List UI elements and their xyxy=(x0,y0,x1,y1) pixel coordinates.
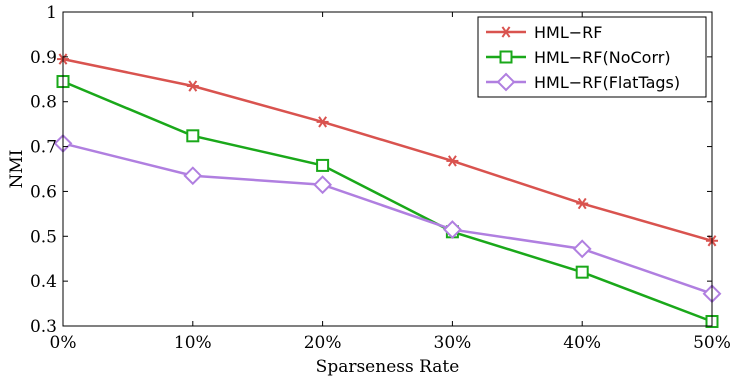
x-tick-label: 50% xyxy=(693,333,731,353)
x-tick-label: 0% xyxy=(50,333,77,353)
series-2 xyxy=(53,134,722,304)
x-tick-label: 10% xyxy=(174,333,212,353)
y-tick-label: 0.3 xyxy=(30,317,57,337)
series-line xyxy=(62,80,713,323)
y-tick-label: 0.8 xyxy=(30,93,57,113)
data-point xyxy=(313,175,333,195)
y-tick-label: 1 xyxy=(46,3,57,23)
plot-frame xyxy=(62,11,713,327)
data-point xyxy=(316,158,330,172)
ticks-layer: 0.30.40.50.60.70.80.910% 10% 20% 30% 40% 50% xyxy=(30,3,731,353)
y-tick-label: 0.4 xyxy=(30,272,57,292)
y-tick-label: 0.9 xyxy=(30,48,57,68)
legend-marker xyxy=(496,72,516,92)
data-point xyxy=(576,197,589,210)
x-tick-label: 30% xyxy=(434,333,472,353)
y-tick-label: 0.7 xyxy=(30,138,57,158)
legend-item: HML−RF(FlatTags) xyxy=(486,72,680,92)
series-layer xyxy=(53,53,722,329)
series-line xyxy=(62,142,713,295)
data-point xyxy=(186,80,199,92)
legend-item: HML−RF xyxy=(486,23,602,42)
y-tick-label: 0.6 xyxy=(30,182,57,202)
data-point xyxy=(316,116,329,128)
legend: HML−RF HML−RF(NoCorr) HML−RF(FlatTags) xyxy=(477,16,707,98)
data-point xyxy=(186,129,200,143)
legend-marker xyxy=(499,50,513,64)
data-point xyxy=(572,239,592,259)
legend-item: HML−RF(NoCorr) xyxy=(486,48,671,67)
legend-label: HML−RF xyxy=(534,23,602,42)
series-line xyxy=(62,57,713,242)
y-axis-title: NMI xyxy=(7,150,27,189)
legend-label: HML−RF(NoCorr) xyxy=(534,48,671,67)
legend-label: HML−RF(FlatTags) xyxy=(534,73,680,92)
data-point xyxy=(446,155,459,167)
legend-marker xyxy=(500,26,512,38)
x-tick-label: 40% xyxy=(563,333,601,353)
x-axis-title: Sparseness Rate xyxy=(316,357,460,377)
series-0 xyxy=(57,53,718,247)
x-tick-label: 20% xyxy=(304,333,342,353)
data-point xyxy=(183,166,203,186)
data-point xyxy=(442,220,462,239)
data-point xyxy=(575,265,589,279)
y-tick-label: 0.5 xyxy=(30,227,57,247)
